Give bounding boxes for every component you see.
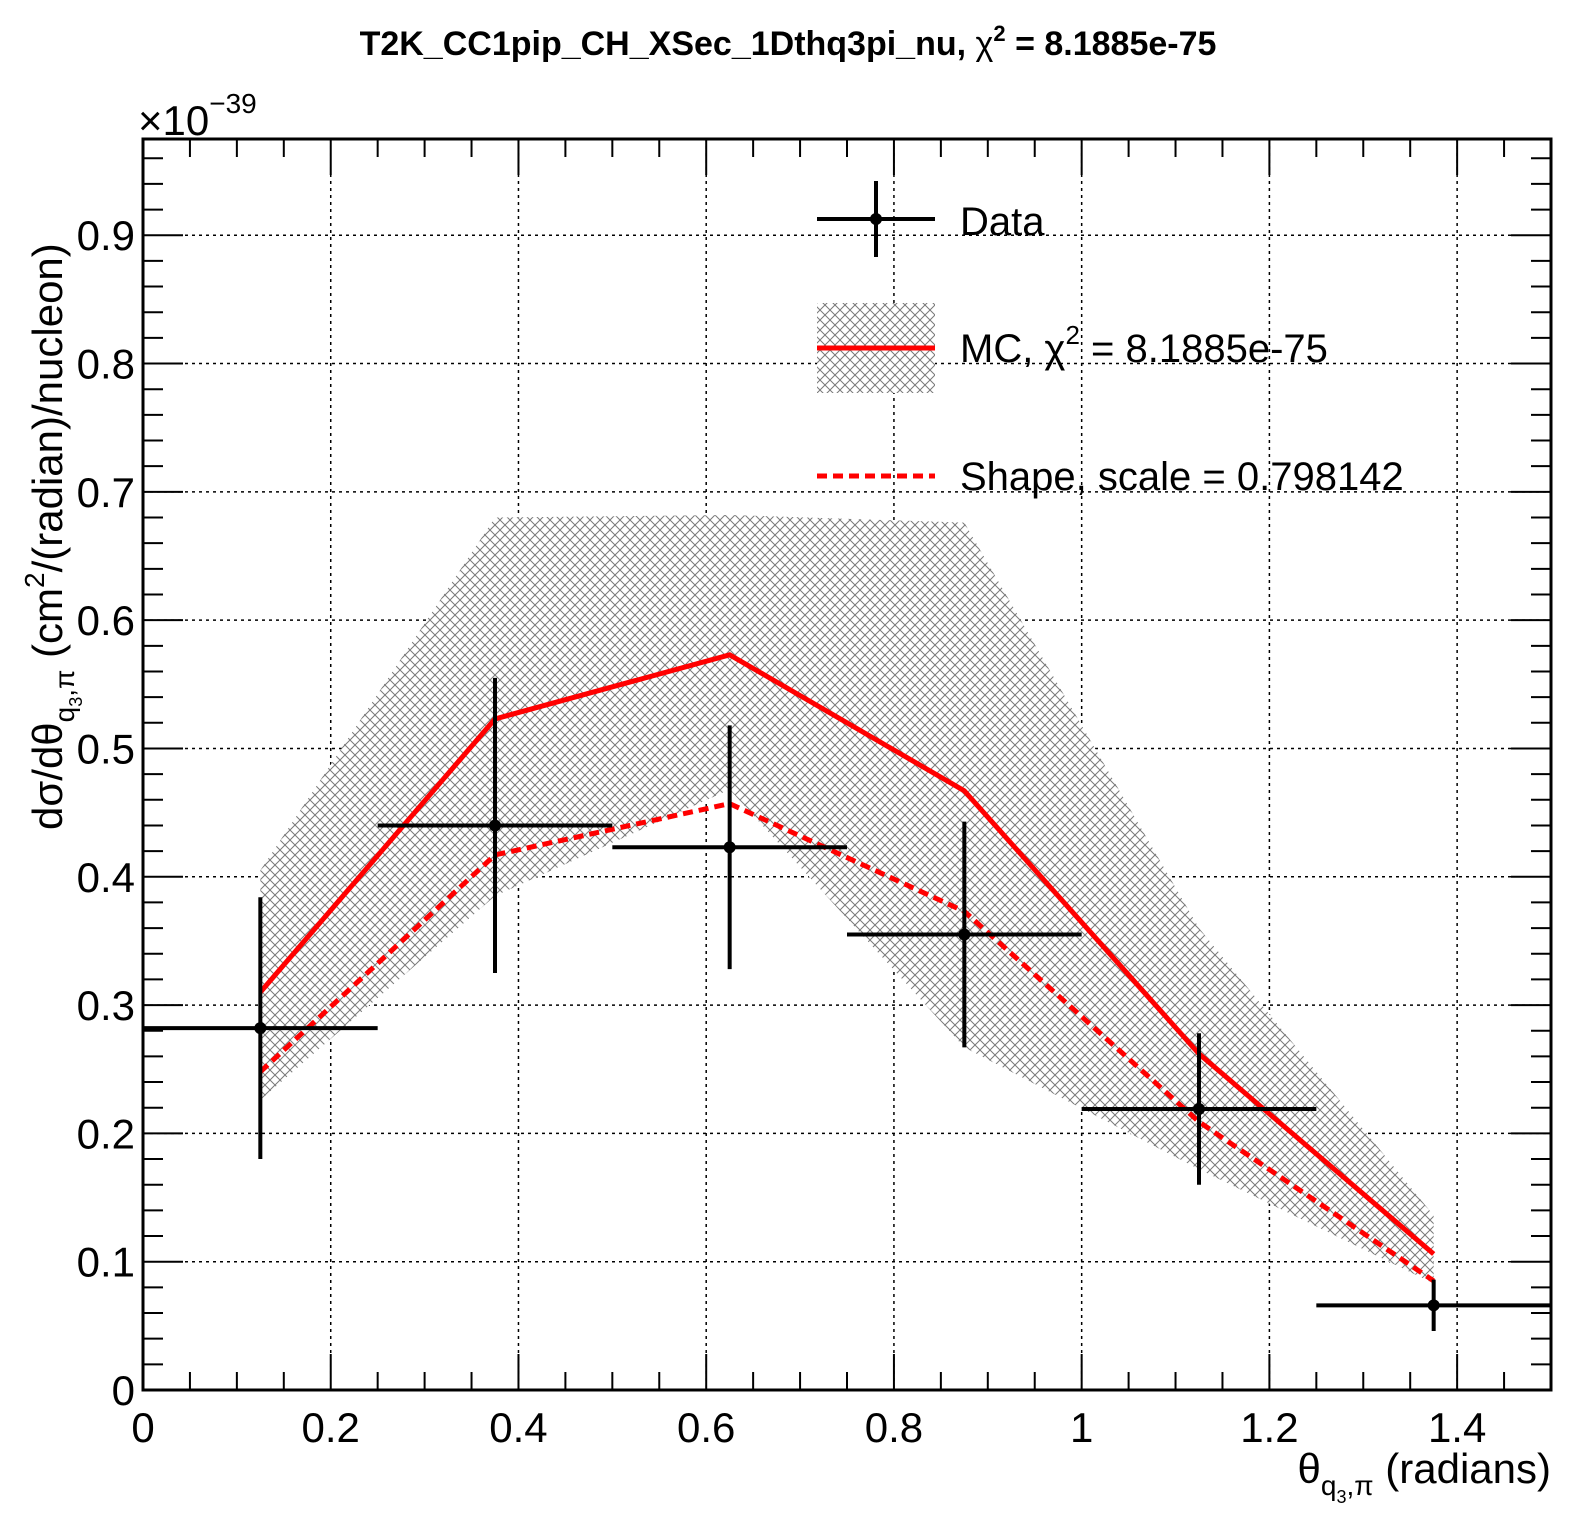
- y-tick-label: 0.6: [77, 597, 135, 644]
- y-tick-label: 0: [112, 1367, 135, 1414]
- data-points: [143, 677, 1551, 1331]
- y-tick-label: 0.3: [77, 982, 135, 1029]
- chart-title: T2K_CC1pip_CH_XSec_1Dthq3pi_nu, χ2 = 8.1…: [360, 21, 1217, 63]
- data-marker: [1427, 1299, 1440, 1312]
- mc-uncertainty-band: [260, 514, 1434, 1284]
- y-multiplier: ×10−39: [138, 88, 257, 144]
- shape-line: [258, 801, 1436, 1284]
- legend-label-mc: MC, χ2 = 8.1885e-75: [960, 320, 1328, 371]
- x-tick-label: 1.4: [1428, 1404, 1486, 1451]
- data-point: [1316, 1279, 1551, 1331]
- data-marker: [489, 819, 501, 832]
- y-tick-label: 0.1: [77, 1239, 135, 1286]
- data-point: [143, 897, 378, 1160]
- data-marker: [958, 928, 971, 941]
- axis-ticks: [142, 139, 1552, 1391]
- x-tick-label: 0.4: [489, 1404, 547, 1451]
- data-point: [377, 677, 613, 973]
- y-tick-label: 0.2: [77, 1110, 135, 1157]
- x-tick-label: 0: [131, 1404, 154, 1451]
- legend-entry-data: Data: [817, 181, 1045, 257]
- data-marker: [254, 1022, 267, 1035]
- data-point: [847, 821, 1082, 1048]
- legend: Data MC, χ2 = 8.1885e-75 Shape, scale = …: [817, 181, 1404, 499]
- data-marker: [723, 841, 736, 854]
- x-tick-label: 0.6: [677, 1404, 735, 1451]
- x-tick-label: 0.8: [865, 1404, 923, 1451]
- data-marker: [1193, 1103, 1205, 1116]
- x-tick-label: 1: [1070, 1404, 1093, 1451]
- y-tick-label: 0.8: [77, 341, 135, 388]
- y-axis-label: dσ/dθq3,π (cm2/(radian)/nucleon): [19, 243, 86, 830]
- y-tick-label: 0.9: [77, 212, 135, 259]
- y-tick-label: 0.5: [77, 725, 135, 772]
- data-point: [612, 725, 847, 970]
- legend-label-data: Data: [960, 200, 1045, 244]
- legend-entry-shape: Shape, scale = 0.798142: [817, 455, 1404, 499]
- y-tick-label: 0.4: [77, 854, 135, 901]
- x-axis-label: θq3,π (radians): [1298, 1445, 1551, 1507]
- mc-line: [258, 652, 1436, 1256]
- legend-entry-mc: MC, χ2 = 8.1885e-75: [817, 303, 1328, 393]
- x-tick-label: 0.2: [302, 1404, 360, 1451]
- tick-labels: 0 0.2 0.4 0.6 0.8 1 1.2 1.4 0 0.1 0.2 0.3 0.4 0.5 0.6 0…: [77, 212, 1487, 1451]
- x-tick-label: 1.2: [1240, 1404, 1298, 1451]
- data-point: [1081, 1033, 1317, 1185]
- legend-label-shape: Shape, scale = 0.798142: [960, 455, 1404, 499]
- y-tick-label: 0.7: [77, 469, 135, 516]
